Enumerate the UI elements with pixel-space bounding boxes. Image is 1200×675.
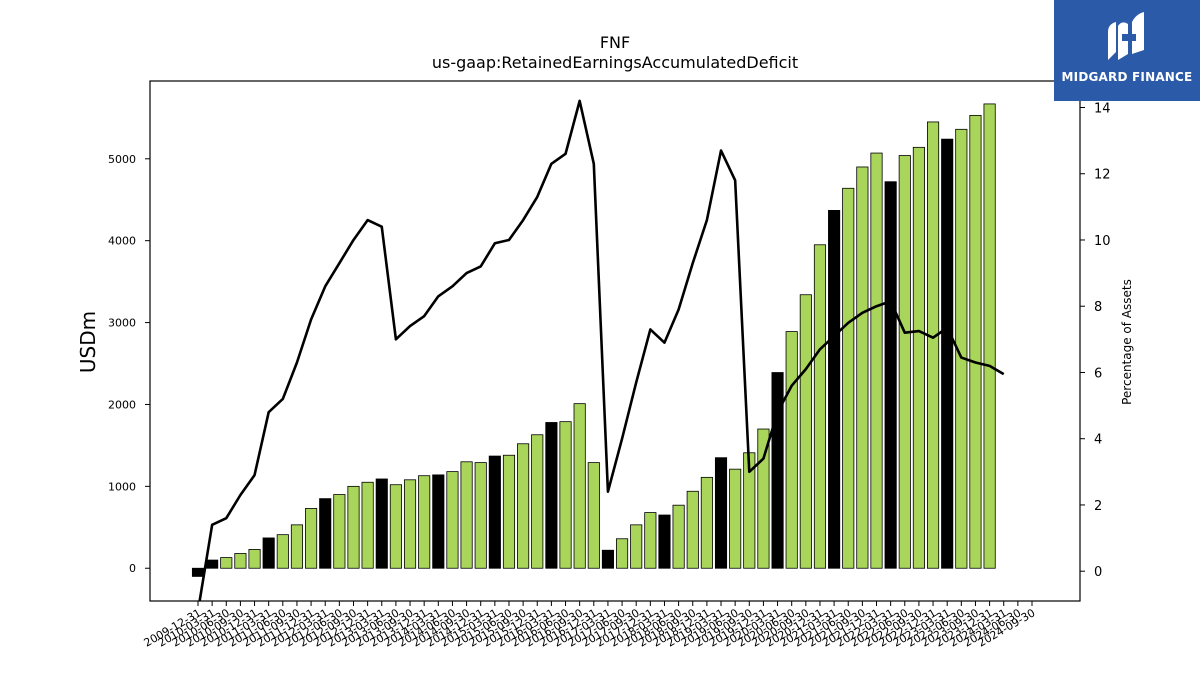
bar-2018-09-30 <box>686 490 699 569</box>
bar-2010-09-30 <box>234 553 247 569</box>
bar-2020-03-31 <box>771 372 784 569</box>
left-tick-label: 4000 <box>108 235 136 248</box>
bar-2021-12-31 <box>870 152 883 569</box>
bar-2012-06-30 <box>333 494 346 569</box>
bar-2011-06-30 <box>276 534 289 569</box>
bar-2023-12-31 <box>983 103 996 569</box>
brand-logo: MIDGARD FINANCE <box>1054 0 1200 101</box>
chart-title: FNF <box>600 33 630 52</box>
midgard-logo-icon <box>1108 12 1144 60</box>
x-axis: 2009-12-312010-03-312010-06-302010-09-30… <box>142 601 1038 650</box>
bar-2014-09-30 <box>460 461 473 569</box>
bar-2020-06-30 <box>785 331 798 569</box>
bar-2019-03-31 <box>714 457 728 569</box>
plot-frame <box>149 80 1081 602</box>
bar-2013-03-31 <box>375 478 388 569</box>
bar-2022-09-30 <box>912 146 925 569</box>
right-axis-label: Percentage of Assets <box>1120 279 1134 405</box>
right-tick-label: 2 <box>1094 499 1102 514</box>
bar-2018-03-31 <box>658 514 671 569</box>
bar-2012-03-31 <box>319 498 332 569</box>
left-axis: 0 1000 2000 3000 4000 5000 <box>108 153 150 575</box>
bar-2013-06-30 <box>389 484 402 569</box>
bar-2013-09-30 <box>403 479 417 569</box>
bar-2022-12-31 <box>927 121 940 569</box>
bar-2009-12-31 <box>191 567 205 577</box>
bar-2015-12-31 <box>531 434 544 569</box>
bar-2014-03-31 <box>432 474 445 569</box>
bar-2011-12-31 <box>305 508 318 569</box>
percentage-of-assets-line <box>198 99 1005 601</box>
bar-2018-12-31 <box>700 476 713 569</box>
bar-2016-12-31 <box>587 462 600 569</box>
bar-2019-12-31 <box>757 428 770 569</box>
bar-2020-09-30 <box>799 294 812 569</box>
bar-2011-03-31 <box>262 537 275 569</box>
bar-2010-12-31 <box>248 549 261 569</box>
left-tick-label: 0 <box>129 562 136 575</box>
bar-2020-12-31 <box>813 244 827 569</box>
bar-2017-09-30 <box>630 524 643 569</box>
bar-2016-06-30 <box>559 421 572 569</box>
bar-2022-03-31 <box>884 181 897 569</box>
bar-2010-06-30 <box>220 557 233 569</box>
bar-2023-03-31 <box>941 138 954 569</box>
bar-2023-06-30 <box>955 128 968 569</box>
bar-2017-06-30 <box>616 538 629 569</box>
bar-2011-09-30 <box>290 524 304 569</box>
chart-subtitle: us-gaap:RetainedEarningsAccumulatedDefic… <box>432 53 798 72</box>
bar-2021-06-30 <box>842 187 855 569</box>
right-tick-label: 10 <box>1094 234 1111 249</box>
right-tick-label: 0 <box>1094 565 1102 580</box>
bar-2017-03-31 <box>601 549 614 569</box>
bar-2016-03-31 <box>545 422 558 569</box>
right-tick-label: 6 <box>1094 366 1102 381</box>
bar-2023-09-30 <box>969 114 982 569</box>
bar-2021-03-31 <box>828 209 841 569</box>
left-axis-label: USDm <box>76 311 100 373</box>
bar-2012-12-31 <box>361 481 374 569</box>
right-axis: 0 2 4 6 8 10 12 14 <box>1080 101 1111 580</box>
bar-2014-06-30 <box>446 471 459 569</box>
bar-2015-03-31 <box>488 455 501 569</box>
bar-2016-09-30 <box>573 403 586 569</box>
bar-2017-12-31 <box>644 512 657 569</box>
bar-2015-09-30 <box>517 443 530 569</box>
bar-2018-06-30 <box>672 504 685 569</box>
line-series-layer <box>198 99 1005 601</box>
right-tick-label: 12 <box>1094 168 1111 183</box>
left-tick-label: 5000 <box>108 153 136 166</box>
right-tick-label: 8 <box>1094 300 1102 315</box>
left-tick-label: 1000 <box>108 480 136 493</box>
left-tick-label: 3000 <box>108 317 136 330</box>
right-tick-label: 14 <box>1094 101 1111 116</box>
bar-2010-03-31 <box>206 559 219 569</box>
bar-2022-06-30 <box>898 155 911 569</box>
bar-2012-09-30 <box>347 485 360 569</box>
bar-series <box>191 103 996 577</box>
bar-2015-06-30 <box>502 454 516 569</box>
bar-2021-09-30 <box>856 166 869 569</box>
bar-2019-06-30 <box>729 468 742 569</box>
left-tick-label: 2000 <box>108 398 136 411</box>
right-tick-label: 4 <box>1094 433 1102 448</box>
bar-2014-12-31 <box>474 462 487 569</box>
bar-2013-12-31 <box>418 475 431 569</box>
brand-logo-text: MIDGARD FINANCE <box>1061 70 1193 84</box>
